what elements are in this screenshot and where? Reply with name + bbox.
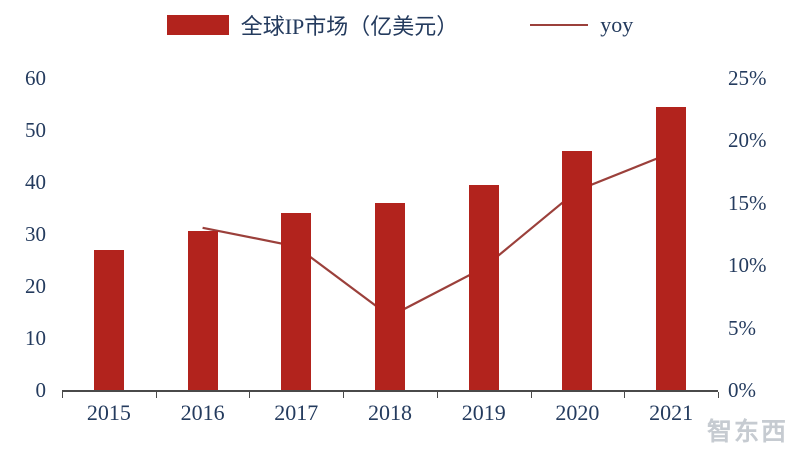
right-axis-tick-label: 15% [728,190,767,215]
bar-2021 [656,106,687,390]
right-axis-tick-label: 0% [728,378,756,402]
bar-2020 [562,150,593,390]
left-axis-tick-label: 60 [25,66,46,90]
legend-line-swatch [530,24,589,26]
watermark: 智东西 [707,412,788,448]
legend-line-label: yoy [600,12,634,37]
x-axis-tick-mark [530,392,532,398]
watermark-text: 智东西 [706,418,788,446]
left-axis-tick-label: 0 [35,378,47,402]
x-axis-tick-mark [343,392,345,398]
x-axis-label-2015: 2015 [86,400,131,425]
x-axis-tick-mark [718,392,719,398]
yoy-line [202,151,672,318]
x-axis-label-2017: 2017 [274,400,319,425]
bar-2017 [281,213,312,390]
yoy-line-layer [202,151,672,318]
x-axis-label-2021: 2021 [649,400,694,425]
left-axis: 0 10 20 30 40 50 60 [0,67,52,401]
bar-2019 [468,184,499,390]
bar-2018 [375,202,405,390]
right-axis-tick-label: 5% [728,315,756,340]
bar-2016 [187,231,218,390]
right-axis: 0% 5% 10% 15% 20% 25% [726,67,798,401]
x-axis-tick-mark [436,392,438,398]
legend: 全球IP市场（亿美元） yoy [0,10,800,40]
plot-area [62,78,719,398]
x-axis-tick-mark [249,392,251,398]
right-axis-tick-label: 25% [728,66,767,90]
x-axis-label-2019: 2019 [461,400,506,425]
left-axis-tick-label: 20 [25,274,46,298]
left-axis-tick-label: 10 [25,326,46,350]
left-axis-tick-label: 40 [25,170,46,194]
bar-2015 [93,249,124,390]
left-axis-tick-label: 50 [25,118,46,142]
x-axis-tick-mark [624,392,626,398]
x-axis-labels: 2015 2016 2017 2018 2019 2020 2021 [62,400,718,430]
legend-item-bar-series: 全球IP市场（亿美元） [166,9,459,41]
x-axis-label-2020: 2020 [555,400,600,425]
legend-bar-label: 全球IP市场（亿美元） [240,14,459,39]
x-axis-tick-mark [155,392,157,398]
x-axis-tick-mark [62,392,63,398]
legend-item-line-series: yoy [530,12,633,38]
x-axis-label-2016: 2016 [180,400,225,425]
right-axis-tick-label: 20% [728,128,767,153]
left-axis-tick-label: 30 [25,222,46,246]
x-axis-label-2018: 2018 [368,400,412,425]
legend-bar-swatch [166,15,229,35]
right-axis-tick-label: 10% [728,253,767,278]
